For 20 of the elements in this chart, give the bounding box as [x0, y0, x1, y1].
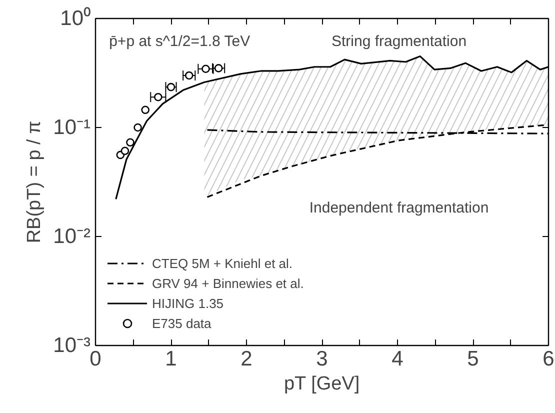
y-tick-label: 10⁻² [53, 225, 91, 248]
x-tick-label: 0 [90, 348, 102, 370]
legend-label: HIJING 1.35 [152, 296, 224, 310]
x-tick-label: 3 [316, 348, 328, 370]
x-axis-title: pT [GeV] [284, 374, 360, 394]
legend-label: GRV 94 + Binnewies et al. [152, 276, 304, 290]
x-tick-label: 2 [240, 348, 252, 370]
x-tick-label: 6 [542, 348, 554, 370]
y-tick-label: 10⁰ [60, 7, 90, 30]
annotation: Independent fragmentation [309, 200, 489, 217]
legend-label: CTEQ 5M + Kniehl et al. [152, 256, 293, 270]
x-tick-label: 4 [392, 348, 404, 370]
legend-label: E735 data [152, 316, 212, 330]
y-tick-label: 10⁻¹ [53, 116, 91, 139]
annotation: p̄+p at s^1/2=1.8 TeV [109, 32, 250, 50]
annotation: String fragmentation [331, 32, 467, 50]
x-tick-label: 5 [467, 348, 479, 370]
y-axis-title: RB(pT) = p / π [24, 120, 46, 244]
x-tick-label: 1 [165, 348, 177, 370]
y-tick-label: 10⁻³ [53, 334, 91, 357]
